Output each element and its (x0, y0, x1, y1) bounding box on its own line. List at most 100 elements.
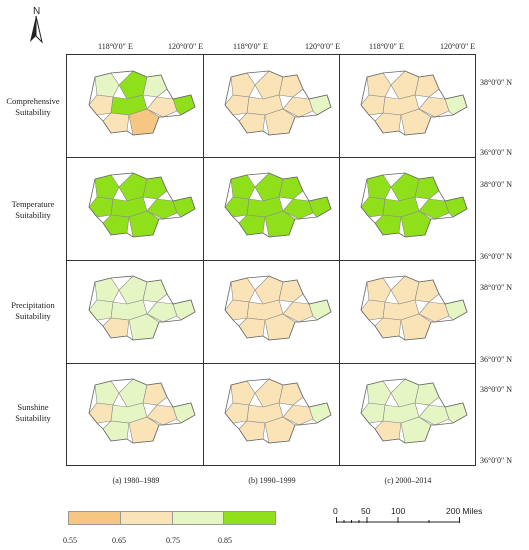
map-region (142, 74, 168, 98)
map-outline (88, 275, 196, 341)
map-region (374, 214, 402, 236)
lat-label-38-r3: 38°0′0″ N (480, 283, 513, 292)
row-label-sunshine: Sunshine Suitability (15, 402, 51, 423)
map-outline (224, 70, 332, 136)
map-region (366, 380, 392, 406)
map-panel-r1-c1 (88, 70, 196, 136)
map-outline (360, 70, 468, 136)
lon-label-120-c: 120°0′0″ E (440, 42, 476, 51)
map-region (146, 96, 178, 118)
map-region (94, 72, 120, 98)
map-outline (88, 378, 196, 444)
legend-tick-055: 0.55 (63, 536, 77, 545)
lat-label-38-r4: 38°0′0″ N (480, 385, 513, 394)
scale-bar (336, 517, 460, 523)
lon-label-118-a: 118°0′0″ E (98, 42, 133, 51)
map-region (238, 214, 266, 236)
map-region (418, 198, 450, 220)
map-region (278, 279, 304, 303)
lat-label-36-r1: 36°0′0″ N (480, 148, 513, 157)
map-region (230, 174, 256, 200)
map-region (102, 317, 130, 339)
map-region (238, 420, 266, 442)
map-region (224, 299, 250, 321)
map-panel-r3-c1 (88, 275, 196, 341)
column-label-1990: (b) 1990–1999 (248, 476, 296, 485)
map-panel-r4-c2 (224, 378, 332, 444)
map-region (374, 317, 402, 339)
lon-label-118-c: 118°0′0″ E (369, 42, 404, 51)
map-region (142, 382, 168, 406)
legend-swatch-1 (69, 512, 121, 524)
map-outline (88, 70, 196, 136)
lon-label-120-a: 120°0′0″ E (168, 42, 204, 51)
map-region (366, 72, 392, 98)
lat-label-36-r3: 36°0′0″ N (480, 355, 513, 364)
map-region (88, 299, 114, 321)
map-region (224, 196, 250, 218)
map-panel-r2-c1 (88, 172, 196, 238)
map-region (374, 420, 402, 442)
map-region (102, 214, 130, 236)
lat-label-38-r1: 38°0′0″ N (480, 78, 513, 87)
map-outline (224, 172, 332, 238)
row-label-temperature: Temperature Suitability (11, 199, 55, 220)
map-region (278, 74, 304, 98)
north-label: N (33, 6, 41, 17)
lat-label-36-r2: 36°0′0″ N (480, 252, 513, 261)
map-region (282, 404, 314, 426)
map-outline (360, 378, 468, 444)
map-outline (88, 172, 196, 238)
lat-label-36-r4: 36°0′0″ N (480, 456, 513, 465)
map-region (282, 96, 314, 118)
map-panel-r1-c3 (360, 70, 468, 136)
map-region (418, 96, 450, 118)
map-region (88, 196, 114, 218)
map-panel-r2-c3 (360, 172, 468, 238)
map-region (94, 277, 120, 303)
map-region (374, 112, 402, 134)
map-region (414, 176, 440, 200)
map-region (88, 402, 114, 424)
map-region (360, 402, 386, 424)
color-legend (68, 511, 276, 525)
legend-tick-085: 0.85 (218, 536, 232, 545)
map-region (146, 301, 178, 323)
map-panel-r3-c2 (224, 275, 332, 341)
legend-tick-065: 0.65 (112, 536, 126, 545)
map-region (238, 317, 266, 339)
map-region (418, 301, 450, 323)
map-region (224, 94, 250, 116)
scale-tick-100: 100 (391, 506, 406, 516)
map-outline (360, 172, 468, 238)
legend-swatch-2 (120, 512, 173, 524)
map-region (102, 112, 130, 134)
map-grid (66, 54, 476, 466)
map-region (360, 196, 386, 218)
map-panel-r3-c3 (360, 275, 468, 341)
row-label-precipitation: Precipitation Suitability (11, 300, 55, 321)
map-panel-r4-c1 (88, 378, 196, 444)
map-region (224, 402, 250, 424)
column-label-1980: (a) 1980–1989 (112, 476, 160, 485)
map-region (142, 279, 168, 303)
map-region (360, 94, 386, 116)
map-region (418, 404, 450, 426)
map-region (102, 420, 130, 442)
map-region (366, 174, 392, 200)
map-region (230, 277, 256, 303)
lon-label-120-b: 120°0′0″ E (305, 42, 341, 51)
map-panel-r4-c3 (360, 378, 468, 444)
scale-tick-0: 0 (333, 506, 338, 516)
lon-label-118-b: 118°0′0″ E (233, 42, 268, 51)
map-region (146, 198, 178, 220)
map-region (360, 299, 386, 321)
map-region (230, 380, 256, 406)
map-region (146, 404, 178, 426)
map-region (414, 279, 440, 303)
map-region (94, 380, 120, 406)
map-region (238, 112, 266, 134)
map-outline (224, 275, 332, 341)
map-panel-r2-c2 (224, 172, 332, 238)
lat-label-38-r2: 38°0′0″ N (480, 180, 513, 189)
